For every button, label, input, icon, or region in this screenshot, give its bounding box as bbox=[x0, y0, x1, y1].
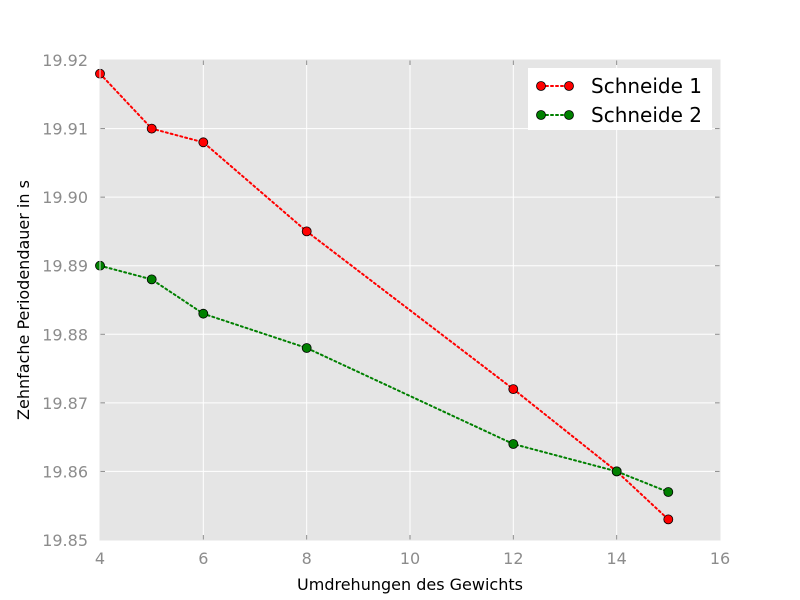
legend-marker bbox=[564, 110, 574, 120]
series-2-point bbox=[198, 308, 209, 319]
ticks: 4 6 8 10 12 14 16 19.85 19.86 19.87 19.88 19.89 19.9… bbox=[42, 51, 730, 568]
series-2-point bbox=[146, 274, 157, 285]
legend: Schneide 1 Schneide 2 bbox=[528, 68, 712, 130]
x-tick-label: 16 bbox=[710, 549, 730, 568]
y-tick-label: 19.88 bbox=[42, 325, 88, 344]
legend-box bbox=[528, 68, 712, 130]
y-axis-label: Zehnfache Periodendauer in s bbox=[14, 180, 33, 420]
series-1-point bbox=[508, 384, 519, 395]
y-tick-label: 19.89 bbox=[42, 257, 88, 276]
x-axis-label: Umdrehungen des Gewichts bbox=[297, 575, 523, 594]
x-tick-label: 8 bbox=[302, 549, 312, 568]
series-1-point bbox=[146, 123, 157, 134]
series-1-point bbox=[198, 137, 209, 148]
series-2-point bbox=[301, 343, 312, 353]
y-tick-label: 19.91 bbox=[42, 120, 88, 139]
series-2-point bbox=[508, 439, 519, 449]
series-2-point bbox=[663, 487, 674, 497]
plot-frame bbox=[99, 59, 721, 541]
series-1-point bbox=[663, 514, 674, 525]
y-tick-label: 19.87 bbox=[42, 394, 88, 413]
x-tick-label: 14 bbox=[606, 549, 626, 568]
legend-label-2: Schneide 2 bbox=[591, 103, 702, 127]
series-1-point bbox=[301, 226, 312, 237]
legend-marker bbox=[536, 110, 546, 120]
y-tick-label: 19.92 bbox=[42, 51, 88, 70]
x-tick-label: 6 bbox=[198, 549, 208, 568]
y-tick-label: 19.90 bbox=[42, 188, 88, 207]
x-tick-label: 4 bbox=[95, 549, 105, 568]
legend-marker bbox=[564, 81, 574, 91]
x-tick-label: 12 bbox=[503, 549, 523, 568]
legend-marker bbox=[536, 81, 546, 91]
y-tick-label: 19.86 bbox=[42, 462, 88, 481]
y-tick-label: 19.85 bbox=[42, 531, 88, 550]
series-2-point bbox=[611, 466, 622, 477]
x-tick-label: 10 bbox=[400, 549, 420, 568]
series-group bbox=[95, 68, 674, 525]
legend-label-1: Schneide 1 bbox=[591, 74, 702, 98]
